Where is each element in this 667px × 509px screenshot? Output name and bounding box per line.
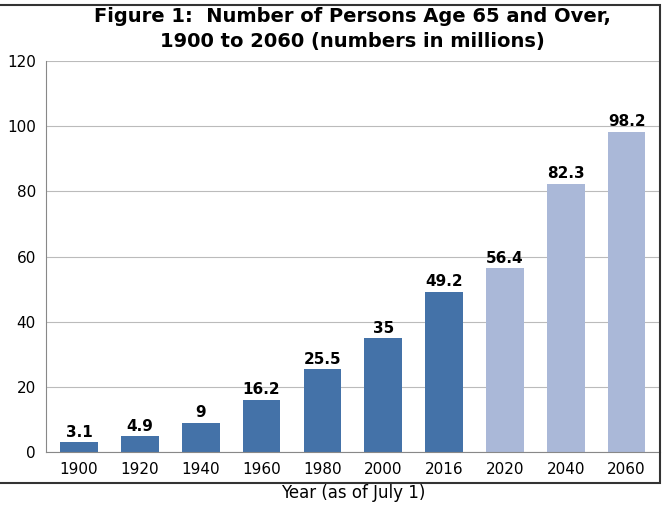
Bar bbox=[303, 369, 342, 453]
X-axis label: Year (as of July 1): Year (as of July 1) bbox=[281, 484, 425, 502]
Bar bbox=[60, 442, 98, 453]
Bar bbox=[486, 268, 524, 453]
Bar bbox=[121, 436, 159, 453]
Bar bbox=[425, 292, 463, 453]
Bar bbox=[243, 400, 280, 453]
Text: 82.3: 82.3 bbox=[547, 166, 584, 181]
Text: 9: 9 bbox=[195, 405, 206, 420]
Title: Figure 1:  Number of Persons Age 65 and Over,
1900 to 2060 (numbers in millions): Figure 1: Number of Persons Age 65 and O… bbox=[94, 7, 611, 51]
Bar bbox=[364, 338, 402, 453]
Text: 56.4: 56.4 bbox=[486, 251, 524, 266]
Text: 16.2: 16.2 bbox=[243, 382, 280, 397]
Text: 98.2: 98.2 bbox=[608, 115, 646, 129]
Text: 35: 35 bbox=[373, 321, 394, 335]
Text: 49.2: 49.2 bbox=[426, 274, 463, 289]
Text: 4.9: 4.9 bbox=[127, 419, 153, 434]
Text: 3.1: 3.1 bbox=[65, 425, 93, 440]
Text: 25.5: 25.5 bbox=[303, 352, 342, 366]
Bar bbox=[182, 423, 219, 453]
Bar bbox=[608, 132, 646, 453]
Bar bbox=[547, 184, 584, 453]
